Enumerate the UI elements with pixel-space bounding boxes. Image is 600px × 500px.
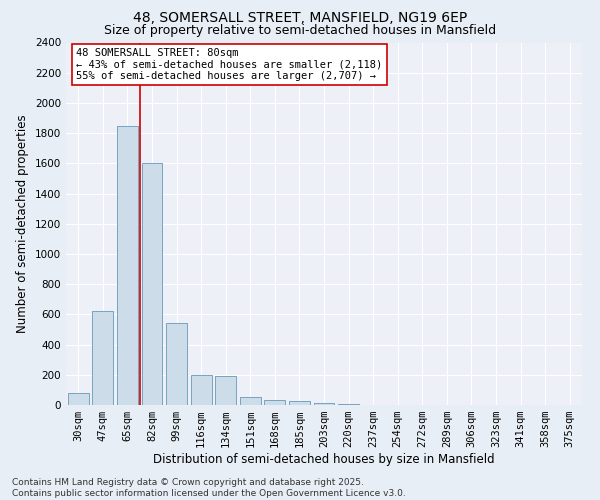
Bar (289, 401, 310, 405)
Bar (314, 402, 334, 405)
Bar (265, 400, 286, 405)
Bar (92, 312, 113, 405)
Text: 48, SOMERSALL STREET, MANSFIELD, NG19 6EP: 48, SOMERSALL STREET, MANSFIELD, NG19 6E… (133, 11, 467, 25)
Bar (142, 164, 163, 405)
Bar (191, 375, 212, 405)
Bar (166, 324, 187, 405)
Bar (338, 404, 359, 405)
Y-axis label: Number of semi-detached properties: Number of semi-detached properties (16, 114, 29, 333)
Bar (240, 398, 261, 405)
Text: Size of property relative to semi-detached houses in Mansfield: Size of property relative to semi-detach… (104, 24, 496, 37)
X-axis label: Distribution of semi-detached houses by size in Mansfield: Distribution of semi-detached houses by … (153, 453, 495, 466)
Text: 48 SOMERSALL STREET: 80sqm
← 43% of semi-detached houses are smaller (2,118)
55%: 48 SOMERSALL STREET: 80sqm ← 43% of semi… (76, 48, 383, 81)
Bar (215, 376, 236, 405)
Text: Contains HM Land Registry data © Crown copyright and database right 2025.
Contai: Contains HM Land Registry data © Crown c… (12, 478, 406, 498)
Bar (117, 126, 138, 405)
Bar (68, 393, 89, 405)
